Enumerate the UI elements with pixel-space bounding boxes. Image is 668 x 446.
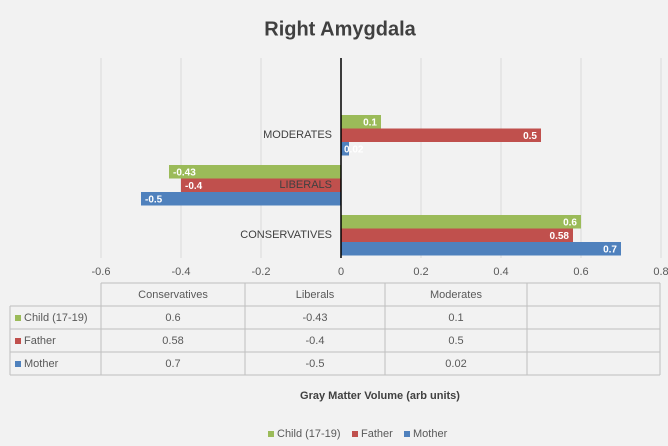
y-tick-label: Conservatives [240,229,332,241]
bar [341,115,381,129]
data-label: 0.6 [563,217,577,228]
legend-swatch [404,431,410,437]
x-tick-label: 0.2 [413,266,428,278]
table-row-label: Child (17-19) [24,312,88,324]
legend-label: Child (17-19) [277,428,341,440]
bar [341,228,573,242]
legend-swatch [268,431,274,437]
data-label: 0.7 [603,244,617,255]
table-key [15,361,21,367]
table-cell: -0.43 [302,312,327,324]
data-label: -0.4 [185,181,203,192]
table-header: Conservatives [138,289,208,301]
x-tick-label: -0.6 [92,266,111,278]
x-tick-label: 0.8 [653,266,668,278]
table-cell: 0.1 [448,312,463,324]
data-label: 0.5 [523,131,537,142]
table-key [15,338,21,344]
legend-swatch [352,431,358,437]
y-tick-label: Moderates [263,129,332,141]
table-key [15,315,21,321]
table-cell: 0.02 [445,358,466,370]
table-cell: 0.6 [165,312,180,324]
bar [169,165,341,179]
legend-label: Mother [413,428,448,440]
table-header: Moderates [430,289,482,301]
x-tick-label: -0.4 [172,266,191,278]
table-row-label: Father [24,335,56,347]
bar [141,192,341,206]
data-label: 0.02 [344,144,364,155]
x-tick-label: 0 [338,266,344,278]
x-axis-label: Gray Matter Volume (arb units) [300,390,460,402]
x-tick-label: 0.6 [573,266,588,278]
table-header: Liberals [296,289,335,301]
chart-title: Right Amygdala [264,18,416,40]
bar [341,128,541,142]
table-cell: -0.4 [306,335,325,347]
data-label: -0.43 [173,167,196,178]
table-row-label: Mother [24,358,59,370]
bar [181,178,341,192]
bar [341,142,349,156]
data-label: 0.1 [363,117,377,128]
bar [341,215,581,229]
table-cell: 0.7 [165,358,180,370]
x-tick-label: -0.2 [252,266,271,278]
table-cell: 0.5 [448,335,463,347]
table-cell: 0.58 [162,335,183,347]
bar [341,242,621,256]
x-tick-label: 0.4 [493,266,508,278]
y-tick-label: Liberals [279,179,332,191]
table-cell: -0.5 [306,358,325,370]
legend-label: Father [361,428,393,440]
data-label: -0.5 [145,194,163,205]
data-label: 0.58 [550,231,570,242]
